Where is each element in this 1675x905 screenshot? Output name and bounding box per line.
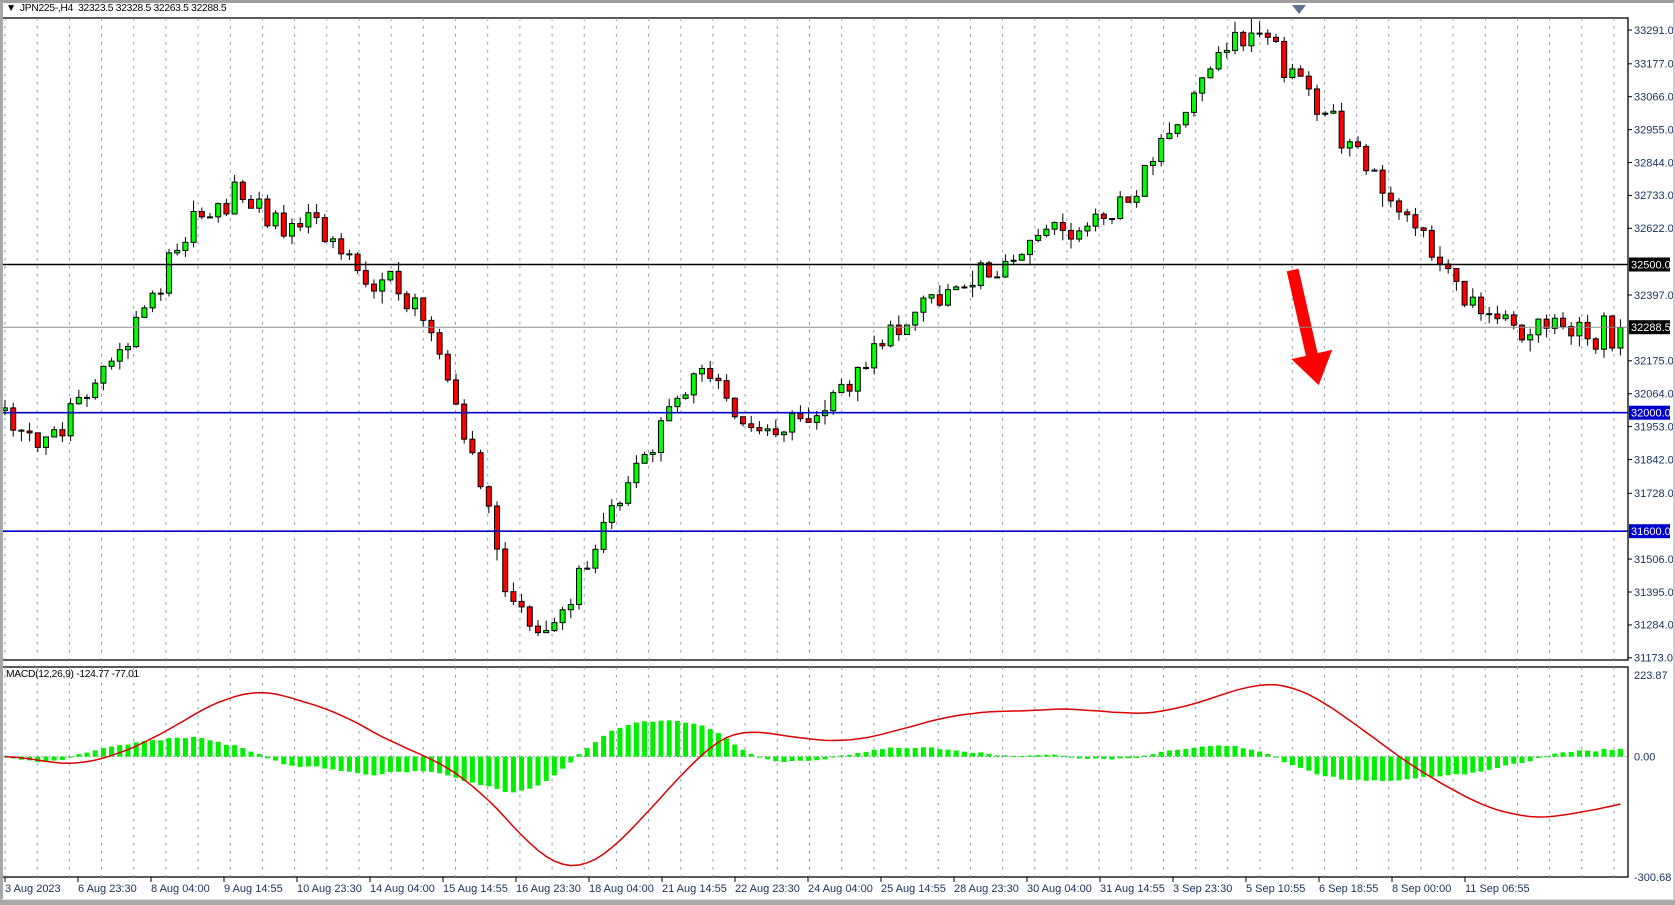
svg-text:31953.0: 31953.0 (1634, 421, 1674, 433)
svg-text:33291.0: 33291.0 (1634, 25, 1674, 37)
svg-text:32064.0: 32064.0 (1634, 389, 1674, 401)
svg-text:21 Aug 14:55: 21 Aug 14:55 (662, 883, 727, 895)
svg-text:32622.0: 32622.0 (1634, 223, 1674, 235)
svg-text:32175.0: 32175.0 (1634, 356, 1674, 368)
svg-text:24 Aug 04:00: 24 Aug 04:00 (808, 883, 873, 895)
svg-text:33177.0: 33177.0 (1634, 59, 1674, 71)
svg-text:11 Sep 06:55: 11 Sep 06:55 (1465, 883, 1530, 895)
svg-text:32955.0: 32955.0 (1634, 124, 1674, 136)
svg-text:25 Aug 14:55: 25 Aug 14:55 (881, 883, 946, 895)
svg-text:28 Aug 23:30: 28 Aug 23:30 (954, 883, 1019, 895)
svg-text:3 Aug 2023: 3 Aug 2023 (5, 883, 61, 895)
svg-text:31395.0: 31395.0 (1634, 587, 1674, 599)
svg-text:32288.5: 32288.5 (1631, 322, 1671, 334)
svg-text:22 Aug 23:30: 22 Aug 23:30 (735, 883, 800, 895)
svg-text:31284.0: 31284.0 (1634, 620, 1674, 632)
svg-text:-300.68: -300.68 (1634, 872, 1671, 884)
svg-text:32397.0: 32397.0 (1634, 290, 1674, 302)
svg-text:32844.0: 32844.0 (1634, 157, 1674, 169)
svg-text:31173.0: 31173.0 (1634, 653, 1673, 665)
svg-text:223.87: 223.87 (1634, 670, 1668, 682)
svg-text:0.00: 0.00 (1634, 751, 1655, 763)
svg-text:31506.0: 31506.0 (1634, 554, 1674, 566)
svg-text:18 Aug 04:00: 18 Aug 04:00 (589, 883, 654, 895)
svg-text:9 Aug 14:55: 9 Aug 14:55 (224, 883, 283, 895)
svg-text:3 Sep 23:30: 3 Sep 23:30 (1173, 883, 1232, 895)
svg-text:16 Aug 23:30: 16 Aug 23:30 (516, 883, 581, 895)
svg-text:31 Aug 14:55: 31 Aug 14:55 (1100, 883, 1165, 895)
svg-text:6 Aug 23:30: 6 Aug 23:30 (78, 883, 137, 895)
svg-text:8 Aug 04:00: 8 Aug 04:00 (151, 883, 210, 895)
svg-text:31600.0: 31600.0 (1631, 526, 1671, 538)
svg-text:31842.0: 31842.0 (1634, 454, 1674, 466)
svg-text:32500.0: 32500.0 (1631, 259, 1671, 271)
svg-text:15 Aug 14:55: 15 Aug 14:55 (443, 883, 508, 895)
svg-text:8 Sep 00:00: 8 Sep 00:00 (1392, 883, 1451, 895)
svg-text:32000.0: 32000.0 (1631, 408, 1671, 420)
svg-text:31728.0: 31728.0 (1634, 488, 1674, 500)
svg-text:5 Sep 10:55: 5 Sep 10:55 (1246, 883, 1305, 895)
svg-text:30 Aug 04:00: 30 Aug 04:00 (1027, 883, 1092, 895)
svg-text:33066.0: 33066.0 (1634, 92, 1674, 104)
svg-text:14 Aug 04:00: 14 Aug 04:00 (370, 883, 435, 895)
svg-text:6 Sep 18:55: 6 Sep 18:55 (1319, 883, 1378, 895)
svg-text:32733.0: 32733.0 (1634, 190, 1674, 202)
svg-text:10 Aug 23:30: 10 Aug 23:30 (297, 883, 362, 895)
